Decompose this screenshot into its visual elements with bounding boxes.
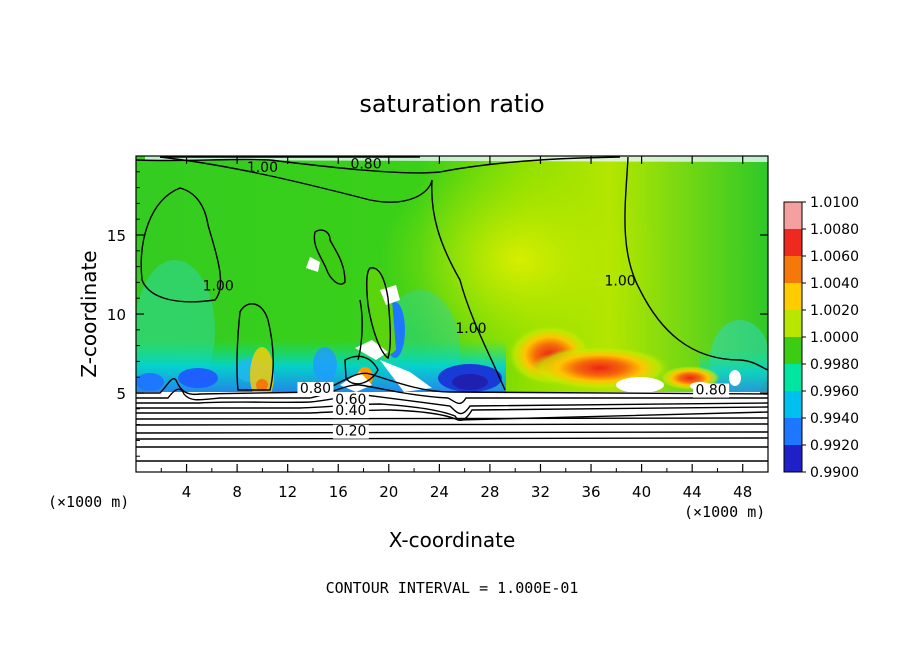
colorbar-swatch [784, 256, 802, 284]
contour-line [140, 187, 222, 303]
colorbar-label: 1.0100 [810, 195, 859, 211]
colorbar-swatch [784, 229, 802, 257]
contour-label: 0.20 [335, 424, 366, 440]
colorbar-label: 1.0080 [810, 222, 859, 238]
colorbar-label: 1.0020 [810, 303, 859, 319]
contour-line [624, 156, 768, 371]
x-tick-label: 40 [632, 483, 651, 501]
contour-label-bg [332, 404, 369, 419]
x-tick-label: 48 [733, 483, 752, 501]
contour-label: 0.40 [335, 403, 366, 419]
contour-label-bg [332, 424, 369, 439]
colorbar-swatch [784, 364, 802, 392]
contour-labels: 1.00 0.801.001.001.000.800.600.400.200.80 [203, 157, 730, 440]
colorbar-swatch [784, 391, 802, 419]
contour-line [236, 303, 274, 391]
contour-line [365, 267, 391, 360]
colorbar-swatch [784, 310, 802, 338]
colorbar-label: 0.9900 [810, 465, 859, 481]
colorbar: 1.0100 1.0080 1.0060 1.0040 1.0020 1.0000 0.99… [783, 195, 859, 481]
colorbar-label: 1.0040 [810, 276, 859, 292]
x-tick-label: 36 [581, 483, 600, 501]
colorbar-swatch [784, 418, 802, 446]
x-unit-right: (×1000 m) [684, 503, 765, 521]
contour-label: 0.80 [696, 383, 727, 399]
colorbar-label: 0.9960 [810, 384, 859, 400]
contour-label: 1.00 [247, 160, 278, 176]
x-tick-label: 12 [278, 483, 297, 501]
contour-label-bg [332, 393, 369, 408]
contour-label-bg [297, 382, 334, 396]
contour-label: 0.80 [350, 157, 381, 173]
contour-label: 1.00 [605, 274, 636, 290]
contour-line [136, 384, 768, 405]
contour-line [344, 355, 379, 385]
chart-title: saturation ratio [359, 90, 544, 118]
colorbar-label: 0.9940 [810, 411, 859, 427]
y-tick-label: 10 [107, 306, 126, 324]
contour-line [136, 417, 768, 420]
colorbar-label: 0.9980 [810, 357, 859, 373]
x-axis-label: X-coordinate [389, 528, 516, 552]
contour-line [136, 423, 768, 426]
colorbar-swatch [784, 445, 802, 473]
x-unit-left: (×1000 m) [48, 493, 129, 511]
colorbar-swatch [784, 202, 802, 230]
y-tick-label: 5 [116, 385, 126, 403]
x-tick-label: 44 [683, 483, 702, 501]
colorbar-label: 0.9920 [810, 438, 859, 454]
y-axis-label: Z-coordinate [77, 250, 101, 377]
x-tick-label: 4 [182, 483, 192, 501]
x-tick-label: 20 [379, 483, 398, 501]
contour-label-bg [693, 383, 730, 398]
colorbar-swatch [784, 337, 802, 365]
contour-lines [136, 156, 768, 462]
y-tick-label: 15 [107, 227, 126, 245]
contour-line [136, 156, 621, 174]
colorbar-label: 1.0000 [810, 330, 859, 346]
contour-line [136, 437, 768, 440]
x-tick-label: 8 [232, 483, 242, 501]
x-tick-label: 28 [480, 483, 499, 501]
colorbar-label: 1.0060 [810, 249, 859, 265]
x-axis: 4 8 12 16 20 24 28 32 36 40 44 48 [160, 156, 752, 501]
contour-label: 0.80 [300, 381, 331, 397]
contour-line [313, 229, 346, 285]
x-tick-label: 32 [531, 483, 550, 501]
contour-label: 0.60 [335, 392, 366, 408]
contour-line [136, 409, 768, 421]
contour-interval-note: CONTOUR INTERVAL = 1.000E-01 [326, 579, 579, 597]
colorbar-swatch [784, 283, 802, 311]
contour-label: 1.00 [455, 321, 486, 337]
contour-line [136, 431, 768, 434]
x-tick-label: 24 [430, 483, 449, 501]
y-axis: 5 10 15 [107, 171, 768, 457]
contour-line [159, 156, 506, 391]
x-tick-label: 16 [329, 483, 348, 501]
contour-label: 1.00 [203, 278, 234, 294]
